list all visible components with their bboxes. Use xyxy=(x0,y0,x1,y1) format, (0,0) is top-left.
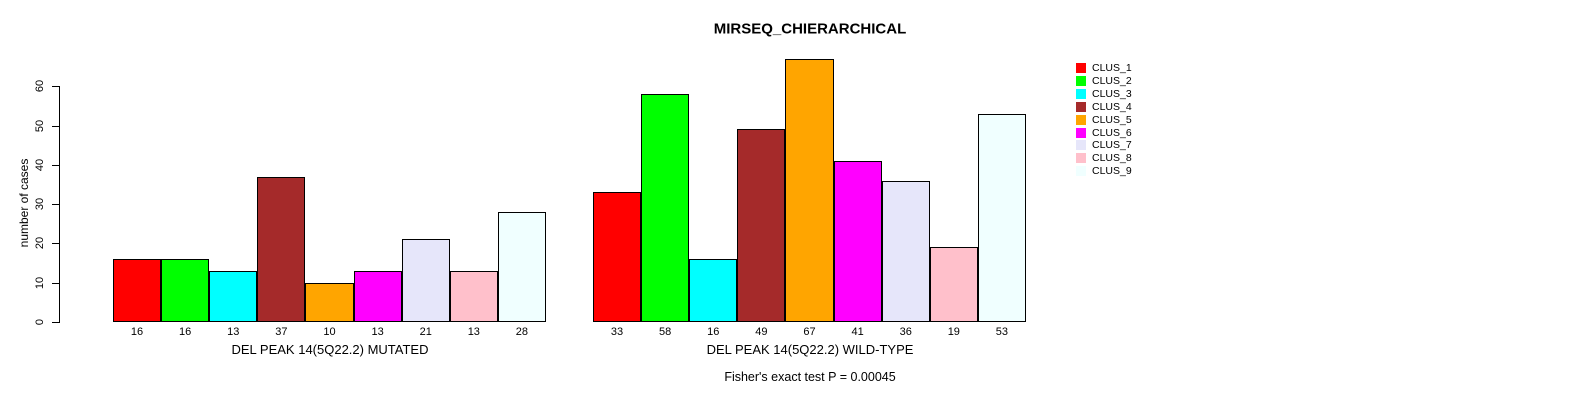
group-label-wild-type: DEL PEAK 14(5Q22.2) WILD-TYPE xyxy=(706,342,914,357)
bar-CLUS_1-group1 xyxy=(113,259,162,322)
bar-CLUS_1-group2 xyxy=(593,192,642,322)
legend-label-CLUS_6: CLUS_6 xyxy=(1092,126,1132,139)
bar-CLUS_6-group2 xyxy=(833,160,882,322)
bar-CLUS_3-group2 xyxy=(689,259,738,322)
fisher-test-annotation: Fisher's exact test P = 0.00045 xyxy=(724,370,896,384)
y-tick-mark xyxy=(52,86,59,88)
y-tick-label: 60 xyxy=(34,80,46,93)
legend-label-CLUS_5: CLUS_5 xyxy=(1092,113,1132,126)
y-axis-line xyxy=(59,86,60,323)
y-tick-mark xyxy=(52,243,59,245)
legend-swatch-CLUS_1 xyxy=(1076,63,1086,73)
y-tick-label: 0 xyxy=(34,318,46,326)
legend-label-CLUS_7: CLUS_7 xyxy=(1092,139,1132,152)
bar-value-label: 58 xyxy=(659,326,672,338)
y-tick-label: 30 xyxy=(34,197,46,211)
bar-value-label: 53 xyxy=(995,326,1009,338)
y-tick-label: 50 xyxy=(34,119,46,132)
legend-swatch-CLUS_3 xyxy=(1076,88,1086,99)
bar-value-label: 21 xyxy=(419,326,432,338)
bar-CLUS_8-group1 xyxy=(449,270,498,322)
bar-value-label: 67 xyxy=(803,326,816,338)
group-label-mutated: DEL PEAK 14(5Q22.2) MUTATED xyxy=(231,342,429,357)
y-tick-mark xyxy=(52,282,59,284)
bar-value-label: 16 xyxy=(130,326,144,338)
bar-value-label: 16 xyxy=(707,326,720,338)
bar-CLUS_5-group1 xyxy=(305,282,354,322)
y-tick-mark xyxy=(52,125,59,127)
y-tick-label: 20 xyxy=(34,237,46,250)
bar-CLUS_9-group2 xyxy=(977,113,1026,322)
y-tick-mark xyxy=(52,322,59,323)
legend-swatch-CLUS_9 xyxy=(1076,166,1086,177)
bar-value-label: 28 xyxy=(515,326,529,338)
legend-swatch-CLUS_5 xyxy=(1076,114,1086,125)
bar-CLUS_8-group2 xyxy=(929,247,978,322)
bar-value-label: 19 xyxy=(947,326,960,338)
bar-CLUS_2-group1 xyxy=(161,259,210,322)
bar-value-label: 49 xyxy=(755,326,768,338)
chart-title: MIRSEQ_CHIERARCHICAL xyxy=(713,20,907,38)
bar-value-label: 41 xyxy=(851,326,864,338)
bar-value-label: 13 xyxy=(371,326,384,338)
legend-swatch-CLUS_4 xyxy=(1076,101,1086,112)
bar-value-label: 13 xyxy=(227,326,240,338)
y-tick-label: 40 xyxy=(34,158,46,171)
legend-label-CLUS_1: CLUS_1 xyxy=(1092,62,1132,74)
bar-value-label: 10 xyxy=(323,326,336,338)
bar-value-label: 16 xyxy=(179,326,192,338)
legend-label-CLUS_4: CLUS_4 xyxy=(1092,100,1132,113)
y-tick-mark xyxy=(52,164,59,166)
bar-CLUS_3-group1 xyxy=(209,270,258,322)
legend-label-CLUS_9: CLUS_9 xyxy=(1092,165,1132,178)
y-tick-label: 10 xyxy=(34,276,46,289)
bar-CLUS_2-group2 xyxy=(641,94,690,322)
legend-swatch-CLUS_6 xyxy=(1076,127,1086,138)
bar-CLUS_7-group1 xyxy=(401,239,450,322)
bar-value-label: 33 xyxy=(610,326,624,338)
legend-label-CLUS_2: CLUS_2 xyxy=(1092,74,1132,87)
legend-swatch-CLUS_2 xyxy=(1076,75,1086,86)
bar-CLUS_4-group1 xyxy=(257,176,306,322)
bar-value-label: 36 xyxy=(899,326,912,338)
legend-swatch-CLUS_8 xyxy=(1076,153,1086,164)
bar-CLUS_7-group2 xyxy=(881,180,930,322)
bar-CLUS_9-group1 xyxy=(497,211,546,322)
bar-CLUS_6-group1 xyxy=(353,270,402,322)
bar-value-label: 13 xyxy=(467,326,480,338)
y-tick-mark xyxy=(52,204,59,206)
legend-label-CLUS_8: CLUS_8 xyxy=(1092,152,1132,165)
bar-CLUS_5-group2 xyxy=(785,58,834,322)
bar-CLUS_4-group2 xyxy=(737,129,786,322)
bar-value-label: 37 xyxy=(275,326,288,338)
y-axis-label: number of cases xyxy=(17,158,31,248)
legend-label-CLUS_3: CLUS_3 xyxy=(1092,87,1132,100)
legend-swatch-CLUS_7 xyxy=(1076,140,1086,151)
